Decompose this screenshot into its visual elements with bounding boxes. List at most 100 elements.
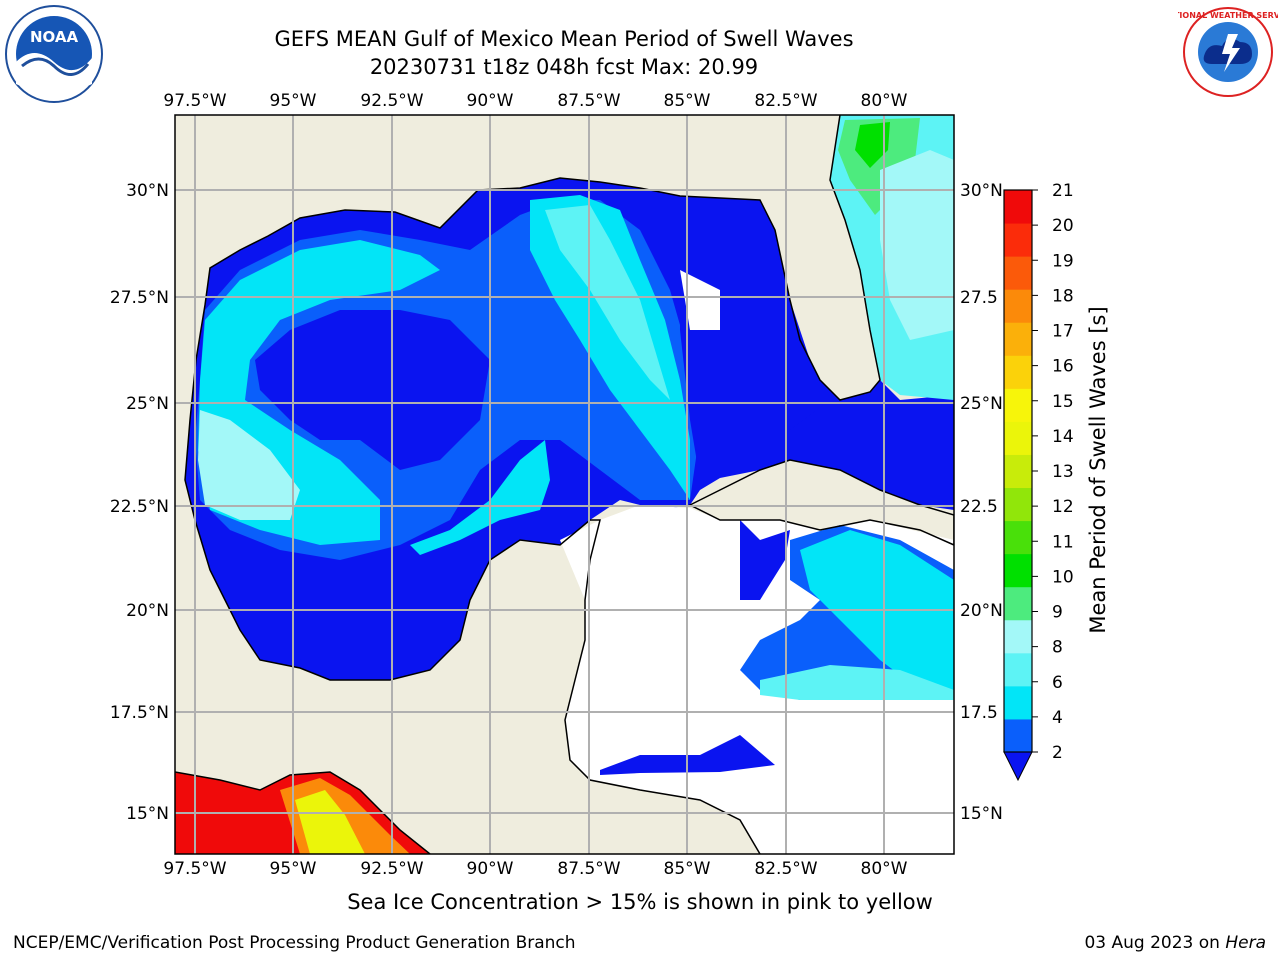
- colorbar-tick-label: 6: [1052, 673, 1063, 693]
- longitude-label: 80°W: [861, 859, 908, 879]
- longitude-label: 85°W: [664, 859, 711, 879]
- colorbar-tick-label: 2: [1052, 743, 1063, 763]
- east-gulf-deep: [680, 200, 830, 480]
- sea-ice-note-text: Sea Ice Concentration > 15% is shown in …: [347, 890, 933, 914]
- colorbar-segment: [1004, 487, 1032, 522]
- colorbar-segment: [1004, 289, 1032, 323]
- longitude-label: 97.5°W: [163, 91, 226, 111]
- gulf-band-8s-east: [545, 205, 670, 400]
- colorbar-tick-label: 21: [1052, 181, 1074, 201]
- latitude-label: 20°N: [960, 601, 1003, 621]
- colorbar-tick-label: 11: [1052, 532, 1074, 552]
- colorbar-segment: [1004, 718, 1032, 753]
- colorbar-segment: [1004, 223, 1032, 257]
- longitude-label: 92.5°W: [360, 859, 423, 879]
- caribbean-west-strip: [740, 520, 790, 600]
- colorbar-segment: [1004, 322, 1032, 356]
- latitude-label: 25°N: [960, 394, 1003, 414]
- caribbean-swell-light: [760, 665, 954, 700]
- colorbar-tick-label: 17: [1052, 322, 1074, 342]
- coastline: [204, 115, 881, 401]
- colorbar-tick-label: 13: [1052, 462, 1074, 482]
- longitude-labels-bottom: 97.5°W 95°W 92.5°W 90°W 87.5°W 85°W 82.5°W 80°W: [163, 859, 907, 879]
- latitude-label: 17.5: [960, 703, 998, 723]
- colorbar-tick-label: 16: [1052, 357, 1074, 377]
- noaa-logo-icon: NOAA: [4, 4, 104, 108]
- colorbar: 21 20 19 18 17 16 15 14 13 12 11 10 9 8 6 4 2: [1003, 181, 1074, 782]
- colorbar-under-triangle: [1003, 751, 1033, 782]
- longitude-label: 95°W: [270, 91, 317, 111]
- colorbar-segment: [1004, 685, 1032, 720]
- nws-logo-icon: NATIONAL WEATHER SERVICE: [1162, 4, 1280, 104]
- colorbar-tick-label: 4: [1052, 708, 1063, 728]
- latitude-label: 30°N: [126, 181, 169, 201]
- colorbar-tick-label: 8: [1052, 638, 1063, 658]
- longitude-label: 80°W: [861, 91, 908, 111]
- colorbar-segment: [1004, 652, 1032, 687]
- longitude-label: 92.5°W: [360, 91, 423, 111]
- latitude-label: 17.5°N: [110, 703, 169, 723]
- latitude-label: 27.5: [960, 288, 998, 308]
- footer-date-text: 03 Aug 2023 on: [1084, 933, 1226, 953]
- longitude-label: 97.5°W: [163, 859, 226, 879]
- nws-logo-text: NATIONAL WEATHER SERVICE: [1178, 11, 1278, 20]
- pacific-coastline: [175, 771, 431, 854]
- latitude-label: 15°N: [960, 804, 1003, 824]
- colorbar-tick-label: 10: [1052, 567, 1074, 587]
- colorbar-segment: [1004, 256, 1032, 290]
- colorbar-tick-label: 19: [1052, 251, 1074, 271]
- colorbar-tick-label: 18: [1052, 286, 1074, 306]
- latitude-labels-left: 30°N 27.5°N 25°N 22.5°N 20°N 17.5°N 15°N: [110, 181, 169, 824]
- longitude-label: 90°W: [467, 859, 514, 879]
- colorbar-segment: [1004, 454, 1032, 489]
- latitude-label: 22.5°N: [110, 497, 169, 517]
- latitude-label: 20°N: [126, 601, 169, 621]
- latitude-label: 30°N: [960, 181, 1003, 201]
- colorbar-label: Mean Period of Swell Waves [s]: [1086, 306, 1110, 634]
- colorbar-segment: [1004, 586, 1032, 621]
- latitude-label: 15°N: [126, 804, 169, 824]
- footer-credit: NCEP/EMC/Verification Post Processing Pr…: [13, 933, 576, 953]
- latitude-label: 22.5: [960, 497, 998, 517]
- colorbar-segment: [1004, 355, 1032, 389]
- footer-machine: Hera: [1225, 933, 1266, 953]
- colorbar-tick-label: 20: [1052, 216, 1074, 236]
- longitude-label: 90°W: [467, 91, 514, 111]
- footer-date: 03 Aug 2023 on Hera: [1084, 933, 1266, 953]
- longitude-label: 87.5°W: [557, 859, 620, 879]
- colorbar-tick-label: 15: [1052, 392, 1074, 412]
- gulf-band-south: [410, 440, 550, 555]
- map-area: [175, 115, 954, 854]
- colorbar-tick-label: 12: [1052, 497, 1074, 517]
- no-data-patch: [680, 270, 720, 330]
- latitude-labels-right: 30°N 27.5 25°N 22.5 20°N 17.5 15°N: [960, 181, 1003, 824]
- colorbar-segment: [1004, 421, 1032, 455]
- map-frame: [174, 114, 955, 855]
- longitude-label: 85°W: [664, 91, 711, 111]
- longitude-label: 87.5°W: [557, 91, 620, 111]
- map-title: GEFS MEAN Gulf of Mexico Mean Period of …: [274, 27, 854, 51]
- gridlines: [175, 115, 954, 854]
- atlantic-light-swell: [880, 150, 954, 340]
- pacific-yellow-swell: [295, 790, 365, 854]
- colorbar-tick-label: 9: [1052, 603, 1063, 623]
- longitude-labels-top: 97.5°W 95°W 92.5°W 90°W 87.5°W 85°W 82.5°W 80°W: [163, 91, 907, 111]
- latitude-label: 27.5°N: [110, 288, 169, 308]
- map-subtitle: 20230731 t18z 048h fcst Max: 20.99: [369, 55, 759, 79]
- noaa-logo-text: NOAA: [30, 28, 79, 46]
- latitude-label: 25°N: [126, 394, 169, 414]
- longitude-label: 95°W: [270, 859, 317, 879]
- gulf-band-6s-east: [530, 195, 690, 500]
- colorbar-segment: [1004, 388, 1032, 422]
- colorbar-segment: [1004, 619, 1032, 654]
- gulf-band-8s-west: [198, 410, 300, 520]
- colorbar-segment: [1004, 553, 1032, 588]
- gulf-deep-blue-core: [255, 310, 490, 470]
- colorbar-tick-label: 14: [1052, 427, 1074, 447]
- cuba-coastline: [688, 459, 954, 546]
- longitude-label: 82.5°W: [754, 859, 817, 879]
- longitude-label: 82.5°W: [754, 91, 817, 111]
- atlantic-peak-swell: [855, 122, 890, 168]
- colorbar-segment: [1004, 190, 1032, 224]
